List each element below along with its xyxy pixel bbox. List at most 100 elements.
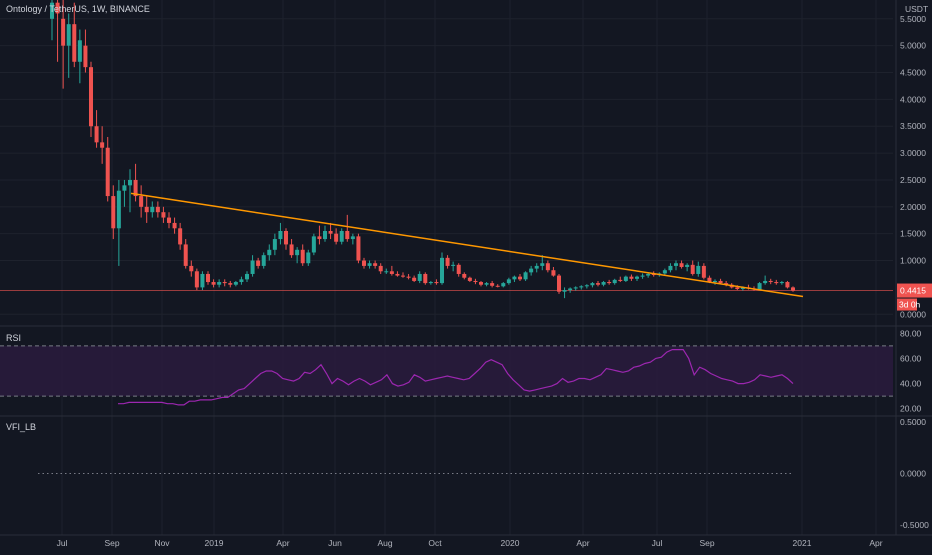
candle-body <box>696 265 701 274</box>
candle-body <box>389 271 394 274</box>
rsi-tick-label: 40.00 <box>900 379 922 389</box>
candle-body <box>406 276 411 278</box>
candle-body <box>724 283 729 285</box>
candle-body <box>250 260 255 274</box>
time-tick-label: Apr <box>576 538 589 548</box>
candle-body <box>673 263 679 266</box>
candle-body <box>105 147 110 197</box>
candle-body <box>183 244 188 266</box>
candle-body <box>111 196 116 229</box>
vfi-tick-label: 0.5000 <box>900 417 926 427</box>
candle-body <box>712 280 718 283</box>
candle-body <box>506 279 511 284</box>
candle-body <box>311 236 316 253</box>
candle-body <box>517 276 523 280</box>
candle-body <box>217 282 222 285</box>
price-tick-label: 2.0000 <box>900 202 926 212</box>
candle-body <box>295 249 300 256</box>
rsi-label[interactable]: RSI <box>6 333 22 343</box>
candle-body <box>629 276 634 279</box>
candle-body <box>66 24 71 46</box>
countdown-value: 3d 0h <box>899 300 921 310</box>
candle-body <box>384 271 389 273</box>
candle-body <box>322 230 328 240</box>
time-tick-label: Sep <box>104 538 119 548</box>
candle-body <box>501 283 506 287</box>
candle-body <box>116 190 121 229</box>
rsi-line-group <box>118 349 794 406</box>
candle-body <box>200 273 205 288</box>
rsi-line <box>118 349 794 406</box>
candle-body <box>289 244 294 256</box>
rsi-tick-label: 80.00 <box>900 328 922 338</box>
candle-body <box>272 239 277 250</box>
candle-body <box>685 264 690 267</box>
candle-body <box>428 282 433 284</box>
vfi-tick-label: 0.0000 <box>900 469 926 479</box>
candle-body <box>166 217 172 223</box>
trendline[interactable] <box>130 192 804 298</box>
last-price-value: 0.4415 <box>900 286 926 296</box>
price-tick-label: 5.5000 <box>900 14 926 24</box>
candle-body <box>579 286 584 288</box>
candle-body <box>300 249 305 264</box>
candle-body <box>434 282 439 284</box>
candle-body <box>172 222 177 229</box>
candle-body <box>61 18 66 46</box>
candle-body <box>361 260 367 266</box>
candle-body <box>378 265 383 272</box>
price-axis[interactable]: 5.5000 5.0000 4.5000 4.0000 3.5000 3.0000 2.50… <box>900 4 929 530</box>
candle-body <box>439 257 445 284</box>
candle-body <box>562 290 567 292</box>
candle-body <box>88 67 94 127</box>
candle-body <box>83 45 88 68</box>
candle-body <box>339 230 344 242</box>
price-tick-label: 0.0000 <box>900 309 926 319</box>
candle-body <box>417 273 422 281</box>
rsi-tick-label: 60.00 <box>900 353 922 363</box>
time-axis[interactable]: Jul Sep Nov 2019 Apr Jun Aug Oct 2020 Apr Jul Sep 20… <box>57 538 883 548</box>
candle-body <box>400 275 406 277</box>
candle-body <box>244 273 250 280</box>
candle-body <box>768 280 773 283</box>
candle-body <box>350 236 355 240</box>
candle-body <box>473 280 478 283</box>
price-tick-label: 1.5000 <box>900 229 926 239</box>
candle-body <box>640 275 645 277</box>
candles <box>49 0 796 299</box>
last-price-tag <box>897 283 932 298</box>
candle-body <box>445 257 450 266</box>
candle-body <box>239 279 244 283</box>
candle-body <box>690 264 695 274</box>
time-tick-label: Nov <box>154 538 170 548</box>
time-tick-label: 2019 <box>205 538 224 548</box>
grid <box>0 0 893 535</box>
candle-body <box>256 260 261 266</box>
candle-body <box>456 264 461 274</box>
candle-body <box>618 279 623 281</box>
candle-body <box>785 282 790 288</box>
candle-body <box>261 255 266 266</box>
candle-body <box>462 273 467 278</box>
time-tick-label: 2021 <box>793 538 812 548</box>
candle-body <box>228 283 233 285</box>
symbol-title[interactable]: Ontology / TetherUS, 1W, BINANCE <box>6 4 150 14</box>
trendline-group[interactable] <box>130 192 804 298</box>
price-tick-label: 3.5000 <box>900 121 926 131</box>
candle-body <box>451 264 456 266</box>
pane-dividers <box>0 0 932 536</box>
candle-body <box>584 285 589 287</box>
candle-body <box>133 179 138 197</box>
time-tick-label: Oct <box>428 538 442 548</box>
candle-body <box>740 287 745 290</box>
vfi-label[interactable]: VFI_LB <box>6 422 37 432</box>
candle-body <box>534 265 539 269</box>
time-tick-label: Apr <box>869 538 882 548</box>
candle-body <box>779 282 784 284</box>
candle-body <box>490 283 495 286</box>
candle-body <box>144 206 149 213</box>
candle-body <box>595 283 601 285</box>
countdown-tag <box>897 298 917 311</box>
